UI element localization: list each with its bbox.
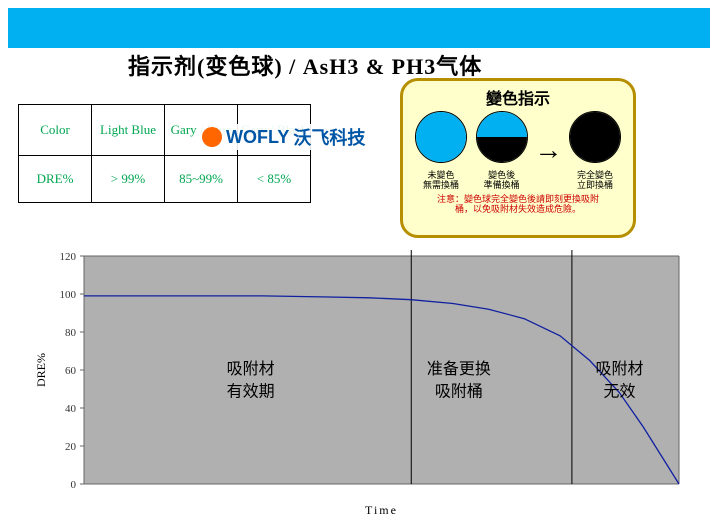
chart-svg: 0 20 40 60 80 100 120 DRE% Time 吸附材有效期 准备更换吸附桶 吸附材无… — [29, 250, 689, 520]
table-cell: 85~99% — [165, 156, 238, 203]
svg-text:吸附桶: 吸附桶 — [435, 383, 483, 401]
balls-row: 未變色無需換桶 變色後準備換桶 → 完全變色立即換桶 — [409, 111, 627, 191]
header-band — [8, 8, 710, 48]
color-indicator-panel: 變色指示 未變色無需換桶 變色後準備換桶 → 完全變色立即換桶 — [400, 78, 636, 238]
watermark: WOFLY 沃飞科技 — [198, 124, 369, 150]
table-cell: > 99% — [92, 156, 165, 203]
svg-text:吸附材: 吸附材 — [595, 360, 643, 378]
svg-text:40: 40 — [65, 403, 77, 415]
svg-text:Time: Time — [365, 503, 398, 517]
svg-text:无效: 无效 — [603, 383, 635, 401]
ball-2: 變色後準備換桶 — [474, 111, 530, 191]
indicator-title: 變色指示 — [409, 85, 627, 109]
ball-1: 未變色無需換桶 — [413, 111, 469, 191]
ball-3: 完全變色立即換桶 — [567, 111, 623, 191]
table-cell: Light Blue — [92, 105, 165, 156]
warning-text: 注意：變色球完全變色後請即刻更換吸附桶，以免吸附材失效造成危險。 — [409, 194, 627, 215]
svg-text:有效期: 有效期 — [227, 383, 275, 401]
arrow-icon: → — [534, 135, 562, 167]
svg-text:0: 0 — [71, 479, 77, 491]
top-row: Color Light Blue Gary / Blue Gary / Blac… — [8, 84, 710, 246]
table-row: DRE% > 99% 85~99% < 85% — [19, 156, 311, 203]
table-cell: DRE% — [19, 156, 92, 203]
svg-text:吸附材: 吸附材 — [227, 360, 275, 378]
svg-text:100: 100 — [60, 289, 77, 301]
logo-icon — [202, 127, 222, 147]
svg-text:准备更换: 准备更换 — [427, 360, 491, 378]
ball-icon — [569, 111, 621, 163]
svg-text:20: 20 — [65, 441, 77, 453]
color-dre-table: Color Light Blue Gary / Blue Gary / Blac… — [18, 104, 311, 203]
svg-text:DRE%: DRE% — [34, 353, 48, 387]
svg-text:120: 120 — [60, 251, 77, 263]
ball-icon — [476, 111, 528, 163]
dre-chart: 0 20 40 60 80 100 120 DRE% Time 吸附材有效期 准备更换吸附桶 吸附材无… — [29, 250, 689, 520]
svg-text:60: 60 — [65, 365, 77, 377]
svg-text:80: 80 — [65, 327, 77, 339]
table-cell: Color — [19, 105, 92, 156]
ball-icon — [415, 111, 467, 163]
table-cell: < 85% — [238, 156, 311, 203]
